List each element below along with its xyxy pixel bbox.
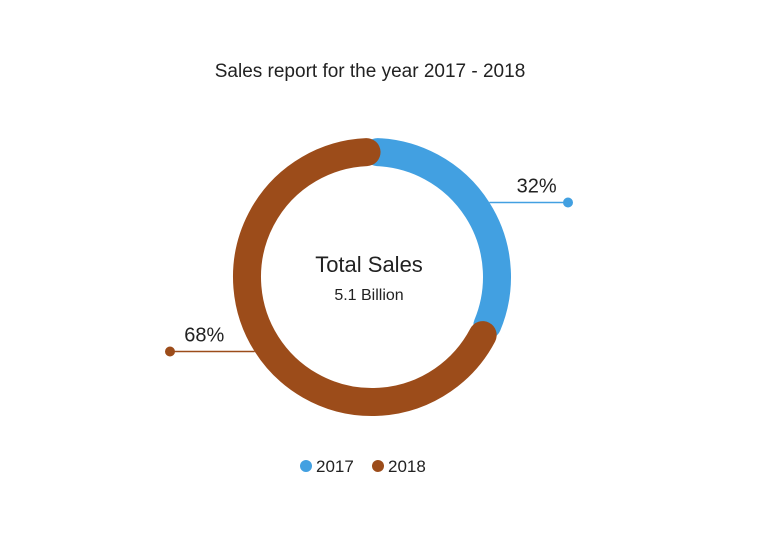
legend-item-2017[interactable]: 2017 (300, 457, 354, 476)
data-label-2017: 32% (517, 176, 557, 198)
legend: 2017 2018 (300, 457, 426, 476)
legend-marker-2017 (300, 460, 312, 472)
legend-label-2017: 2017 (316, 457, 354, 476)
slice-2017[interactable] (363, 138, 511, 340)
center-subtitle: 5.1 Billion (334, 287, 403, 304)
leader-dot-2017 (563, 197, 573, 208)
chart-title: Sales report for the year 2017 - 2018 (215, 61, 526, 82)
legend-marker-2018 (372, 460, 384, 472)
slice-2018[interactable] (233, 138, 497, 416)
donut-slices (233, 138, 511, 416)
leader-dot-2018 (165, 346, 175, 357)
data-label-leaders: 32% 68% (165, 176, 573, 357)
legend-label-2018: 2018 (388, 457, 426, 476)
legend-item-2018[interactable]: 2018 (372, 457, 426, 476)
center-title: Total Sales (315, 252, 423, 277)
data-label-2018: 68% (184, 324, 224, 346)
